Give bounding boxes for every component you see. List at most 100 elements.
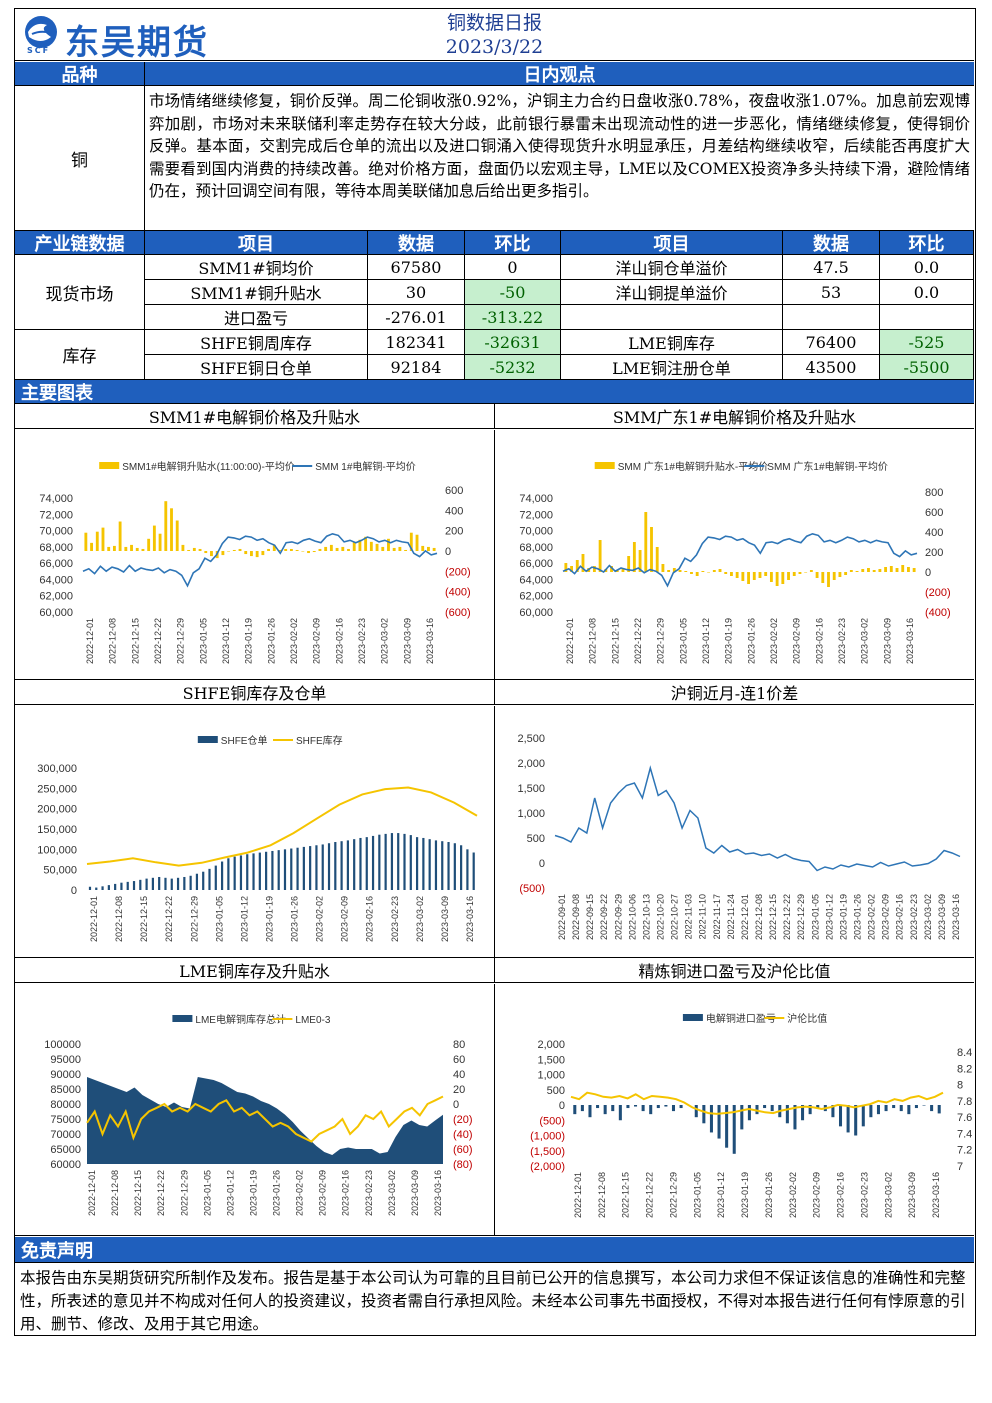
stock-area	[87, 1077, 443, 1164]
premium-bar	[690, 572, 693, 574]
variety-cell: 铜	[15, 86, 145, 231]
premium-bar	[844, 572, 848, 575]
x-tick-label: 2023-02-23	[859, 1172, 869, 1218]
chain-item: 洋山铜仓单溢价	[561, 255, 783, 280]
chain-header-4: 数据	[783, 231, 880, 255]
pnl-bar	[656, 1105, 660, 1109]
pnl-bar	[679, 1105, 683, 1109]
y-left-tick: 60,000	[519, 607, 553, 619]
premium-bar	[661, 564, 665, 572]
x-tick-label: 2023-02-09	[312, 618, 322, 664]
legend-label: 电解铜进口盈亏	[706, 1012, 776, 1025]
chart4-area: 2,500 2,000 1,500 1,000 500 0 (500) 2022-09-01 2…	[495, 706, 974, 958]
y-left-tick: 95000	[50, 1054, 81, 1066]
y-right-tick: 600	[925, 507, 943, 519]
warrant-bar	[422, 837, 425, 890]
premium-bar	[255, 551, 259, 558]
pnl-bar	[596, 1105, 600, 1109]
y-right-tick: (400)	[445, 587, 471, 599]
premium-bar	[295, 549, 299, 551]
legend-label: SHFE仓单	[221, 734, 268, 747]
pnl-bar	[838, 1105, 843, 1127]
premium-bar	[192, 547, 196, 551]
chain-change: -50	[465, 280, 561, 305]
y-right-tick: (40)	[453, 1129, 473, 1141]
ratio-line	[570, 1091, 944, 1115]
warrant-bar	[315, 845, 318, 890]
company-logo: SCF 东吴期货	[21, 13, 241, 63]
chain-group-label: 库存	[15, 330, 145, 380]
pnl-bar	[603, 1105, 607, 1115]
pnl-bar	[755, 1105, 759, 1115]
warrant-bar	[296, 847, 299, 890]
warrant-bar	[214, 865, 217, 890]
y-tick: 250,000	[37, 783, 77, 795]
chain-value: 53	[783, 280, 880, 305]
y-left-tick: 70,000	[519, 526, 553, 538]
warrant-bar	[472, 852, 475, 890]
premium-bar	[901, 565, 905, 572]
chain-item: LME铜库存	[561, 330, 783, 355]
x-tick-label: 2022-12-08	[597, 1172, 607, 1218]
pnl-bar	[641, 1105, 645, 1112]
chart3-area: SHFE仓单 SHFE库存 300,000 250,000 200,000 150,000…	[15, 706, 495, 958]
legend-swatch	[594, 462, 615, 469]
legend-label: SMM 1#电解铜-平均价	[315, 460, 416, 473]
pnl-bar	[725, 1105, 729, 1148]
premium-bar	[838, 572, 842, 577]
premium-bar	[381, 546, 385, 551]
charts-section-title: 主要图表	[15, 380, 974, 404]
y-right-tick: 400	[445, 505, 463, 517]
y-right-tick: (200)	[445, 566, 471, 578]
premium-bar	[427, 546, 430, 551]
y-right-tick: (400)	[925, 607, 951, 619]
premium-bar	[872, 570, 876, 572]
x-tick-label: 2023-01-12	[701, 618, 711, 664]
premium-bar	[147, 538, 151, 551]
pnl-bar	[740, 1105, 744, 1130]
warrant-bar	[428, 839, 431, 890]
chart4-svg: 2,500 2,000 1,500 1,000 500 0 (500) 2022-09-01 2…	[517, 733, 961, 940]
y-right-tick: (600)	[445, 607, 471, 619]
x-tick-label: 2022-12-22	[633, 618, 643, 664]
warrant-bar	[346, 840, 349, 890]
pnl-bar	[907, 1105, 911, 1115]
warrant-bar	[258, 852, 261, 890]
x-tick-label: 2023-02-02	[295, 1170, 305, 1216]
x-tick-label: 2022-10-27	[670, 894, 680, 940]
legend-label: SMM 广东1#电解铜-平均价	[767, 460, 888, 473]
chain-value: 76400	[783, 330, 880, 355]
pnl-bar	[854, 1105, 858, 1136]
premium-bar	[912, 568, 916, 572]
premium-bar	[775, 572, 779, 586]
pnl-bar	[876, 1105, 880, 1115]
chart6-svg: 电解铜进口盈亏 沪伦比值 2,000 1,500 1,000 500 0 (500) (1,00…	[530, 1012, 972, 1218]
y-left-tick: 75000	[50, 1114, 81, 1126]
y-right-tick: 200	[925, 547, 943, 559]
y-left-tick: 60,000	[39, 607, 73, 619]
x-tick-label: 2022-09-01	[557, 894, 567, 940]
x-tick-label: 2023-03-02	[883, 1172, 893, 1218]
y-right-tick: 7	[957, 1161, 963, 1173]
y-tick: 150,000	[37, 824, 77, 836]
pnl-bar	[816, 1105, 820, 1109]
x-tick-label: 2022-12-01	[740, 894, 750, 940]
y-right-tick: (60)	[453, 1144, 473, 1156]
premium-bar	[181, 544, 185, 551]
warrant-bar	[397, 833, 400, 890]
chain-change: 0.0	[880, 280, 974, 305]
y-right-tick: 60	[453, 1054, 465, 1066]
pnl-bar	[611, 1105, 615, 1112]
premium-bar	[678, 570, 682, 572]
warrant-bar	[227, 858, 230, 890]
y-tick: 0	[539, 858, 545, 870]
premium-bar	[358, 539, 362, 551]
premium-bar	[318, 548, 322, 551]
premium-bar	[175, 520, 179, 551]
legend-label: SMM 广东1#电解铜升贴水-平均价	[618, 460, 769, 473]
legend-label: SHFE库存	[296, 734, 343, 747]
chart5-svg: LME电解铜库存总计 LME0-3100000950009000085000800…	[44, 1013, 473, 1216]
chart3-svg: SHFE仓单 SHFE库存 300,000 250,000 200,000 150,000…	[37, 734, 478, 942]
premium-bar	[95, 531, 99, 551]
x-tick-label: 2023-02-23	[909, 894, 919, 940]
